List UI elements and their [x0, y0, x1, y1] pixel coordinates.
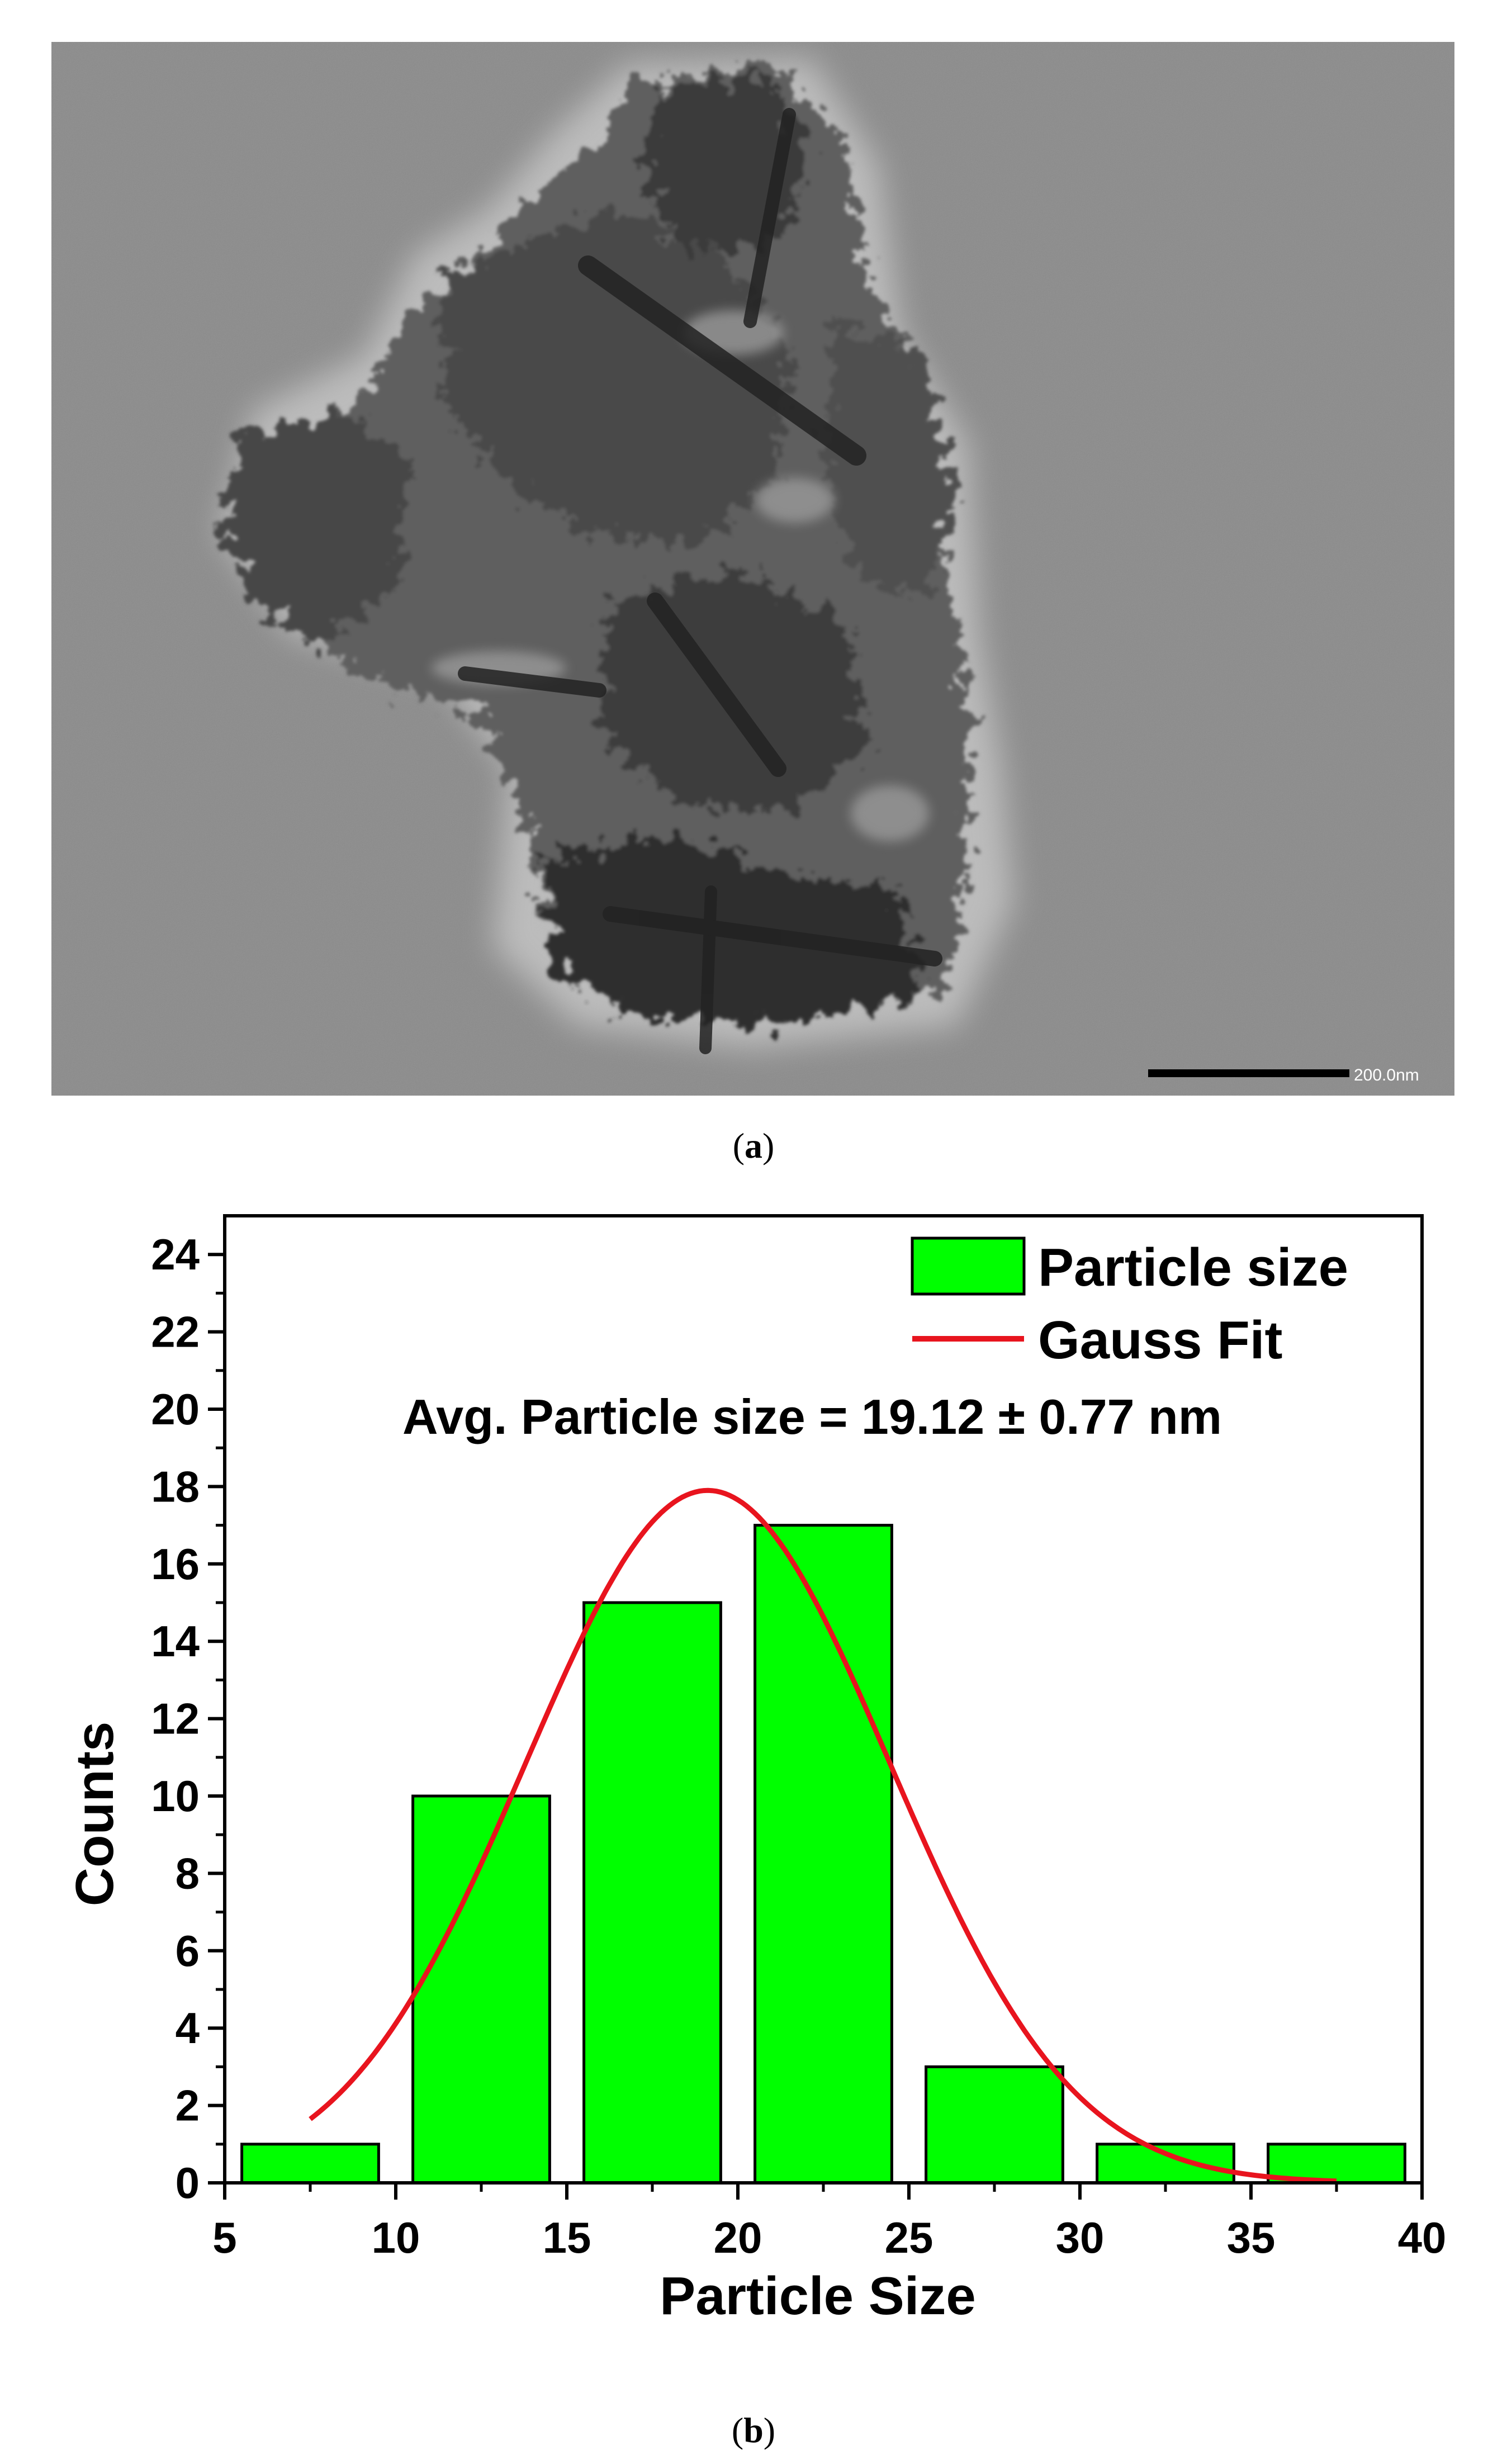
y-tick-label: 4 [176, 2003, 200, 2053]
x-tick-label: 40 [1398, 2213, 1447, 2262]
caption-b-letter: b [743, 2410, 764, 2450]
x-tick-label: 25 [885, 2213, 933, 2262]
caption-b: (b) [731, 2410, 776, 2450]
histogram-bar [754, 1524, 893, 2185]
y-tick-label: 8 [176, 1849, 200, 1898]
legend-label-particle-size: Particle size [1038, 1238, 1348, 1297]
caption-a: (a) [732, 1126, 775, 1165]
x-axis-title: Particle Size [660, 2266, 976, 2326]
y-axis-title: Counts [65, 1722, 125, 1907]
bars [240, 1524, 1406, 2185]
legend-label-gauss-fit: Gauss Fit [1038, 1310, 1282, 1370]
y-tick-label: 20 [151, 1385, 200, 1434]
x-tick-label: 30 [1056, 2213, 1105, 2262]
histogram-chart: 5 10 15 20 25 30 35 40 0 2 4 6 8 10 12 14 16 18 20 22 24 Par… [40, 1199, 1471, 2351]
legend: Particle size Gauss Fit [911, 1236, 1348, 1370]
gauss-fit-curve [309, 1487, 1337, 2184]
y-tick-label: 10 [151, 1771, 200, 1821]
y-tick-label: 12 [151, 1694, 200, 1743]
y-tick-label: 16 [151, 1539, 200, 1589]
histogram-bar [582, 1601, 722, 2185]
y-tick-label: 18 [151, 1462, 200, 1511]
y-tick-label: 0 [176, 2158, 200, 2207]
y-tick-label: 2 [176, 2081, 200, 2130]
gauss-fit [309, 1487, 1337, 2184]
histogram-bar [411, 1794, 551, 2185]
y-tick-label: 6 [176, 1926, 200, 1975]
x-tick-label: 35 [1227, 2213, 1276, 2262]
histogram-bar [240, 2143, 380, 2185]
average-particle-size-annotation: Avg. Particle size = 19.12 ± 0.77 nm [402, 1389, 1222, 1444]
x-tick-label: 5 [212, 2213, 236, 2262]
tem-micrograph: 200.0nm [51, 42, 1454, 1096]
tem-image: 200.0nm [51, 42, 1454, 1096]
scale-bar-label: 200.0nm [1354, 1066, 1419, 1084]
caption-a-letter: a [745, 1126, 762, 1165]
y-tick-label: 22 [151, 1307, 200, 1357]
x-tick-label: 15 [543, 2213, 591, 2262]
y-tick-label: 14 [151, 1617, 200, 1666]
histogram-bar [925, 2065, 1064, 2185]
x-tick-label: 10 [372, 2213, 420, 2262]
legend-swatch-particle-size [911, 1236, 1026, 1296]
x-tick-label: 20 [714, 2213, 762, 2262]
histogram-bar [1096, 2143, 1235, 2185]
y-tick-label: 24 [151, 1230, 200, 1279]
